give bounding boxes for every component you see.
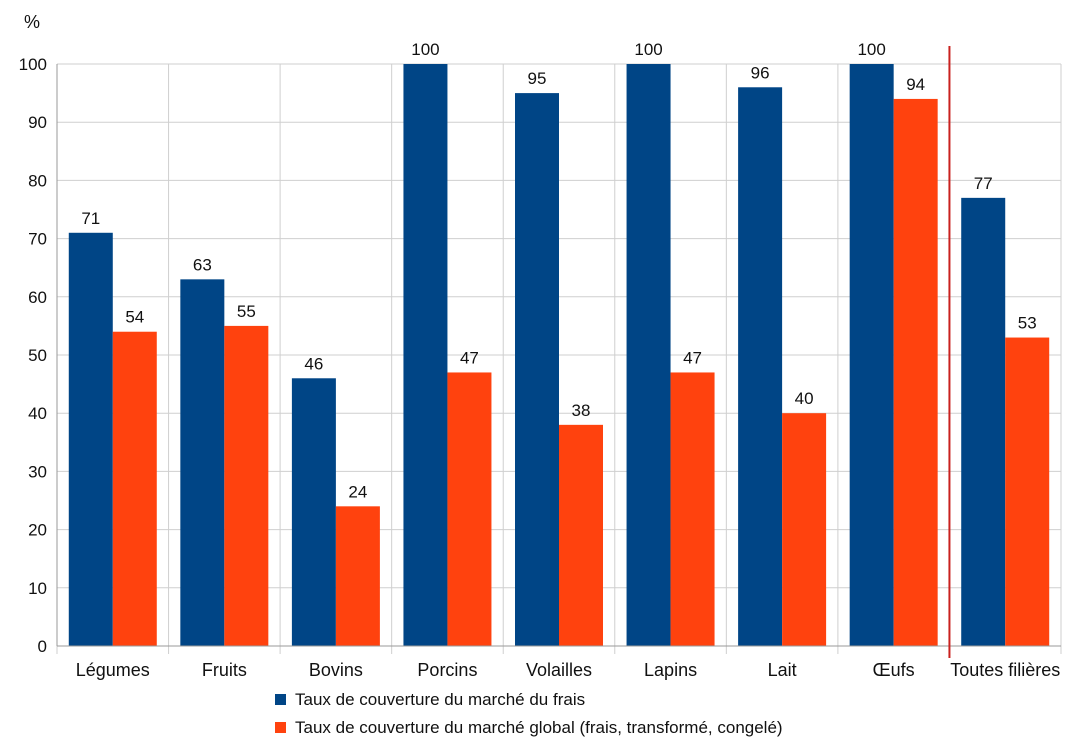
bar xyxy=(849,64,894,646)
axes: % 0 10 20 30 40 50 60 70 80 90 100 Légumes Fruits Bovi… xyxy=(19,12,1061,680)
bar xyxy=(559,424,603,646)
data-label: 100 xyxy=(411,40,439,59)
y-tick-label: 90 xyxy=(28,113,47,132)
bar xyxy=(626,64,671,646)
data-label: 55 xyxy=(237,302,256,321)
bar xyxy=(68,232,113,646)
data-label: 40 xyxy=(795,389,814,408)
bar xyxy=(224,325,269,646)
y-tick-label: 40 xyxy=(28,404,47,423)
bar xyxy=(893,98,938,647)
x-tick-label: Lait xyxy=(768,660,797,680)
data-label: 77 xyxy=(974,174,993,193)
bar xyxy=(670,372,715,646)
legend-swatch xyxy=(275,694,286,705)
data-label: 71 xyxy=(81,209,100,228)
y-tick-label: 30 xyxy=(28,462,47,481)
data-label: 95 xyxy=(528,69,547,88)
y-tick-label: 80 xyxy=(28,171,47,190)
bar xyxy=(961,197,1006,647)
legend-label: Taux de couverture du marché du frais xyxy=(295,690,585,709)
y-tick-label: 50 xyxy=(28,346,47,365)
data-label: 100 xyxy=(634,40,662,59)
data-label: 96 xyxy=(751,63,770,82)
data-label: 47 xyxy=(460,348,479,367)
data-label: 47 xyxy=(683,348,702,367)
y-tick-label: 10 xyxy=(28,579,47,598)
y-axis-unit-label: % xyxy=(24,12,40,32)
data-label: 54 xyxy=(125,308,144,327)
x-tick-label: Œufs xyxy=(873,660,915,680)
bar xyxy=(447,372,492,646)
data-labels: 71 54 63 55 46 24 100 47 95 38 100 47 96 40 100 94 77 53 xyxy=(81,40,1036,501)
x-tick-label: Lapins xyxy=(644,660,697,680)
y-tick-label: 70 xyxy=(28,230,47,249)
data-label: 53 xyxy=(1018,314,1037,333)
bar xyxy=(738,87,783,646)
x-tick-label: Volailles xyxy=(526,660,592,680)
x-tick-label: Légumes xyxy=(76,660,150,680)
data-label: 24 xyxy=(348,482,367,501)
y-tick-label: 100 xyxy=(19,55,47,74)
data-label: 38 xyxy=(572,401,591,420)
y-tick-label: 20 xyxy=(28,521,47,540)
bar xyxy=(403,64,448,646)
bars xyxy=(68,64,1050,647)
x-tick-label: Toutes filières xyxy=(950,660,1060,680)
bar xyxy=(515,93,559,647)
bar xyxy=(1005,337,1050,646)
legend-swatch xyxy=(275,722,286,733)
y-tick-label: 60 xyxy=(28,288,47,307)
data-label: 100 xyxy=(857,40,885,59)
x-tick-label: Porcins xyxy=(417,660,477,680)
y-tick-label: 0 xyxy=(38,637,47,656)
data-label: 46 xyxy=(304,354,323,373)
bar xyxy=(112,331,157,646)
data-label: 63 xyxy=(193,255,212,274)
x-tick-label: Fruits xyxy=(202,660,247,680)
bar xyxy=(180,279,225,646)
bar xyxy=(782,413,827,646)
data-label: 94 xyxy=(906,75,925,94)
bar xyxy=(291,378,336,646)
bar xyxy=(335,506,380,646)
x-tick-label: Bovins xyxy=(309,660,363,680)
legend: Taux de couverture du marché du frais Tau… xyxy=(275,690,783,737)
legend-label: Taux de couverture du marché global (fra… xyxy=(295,718,783,737)
